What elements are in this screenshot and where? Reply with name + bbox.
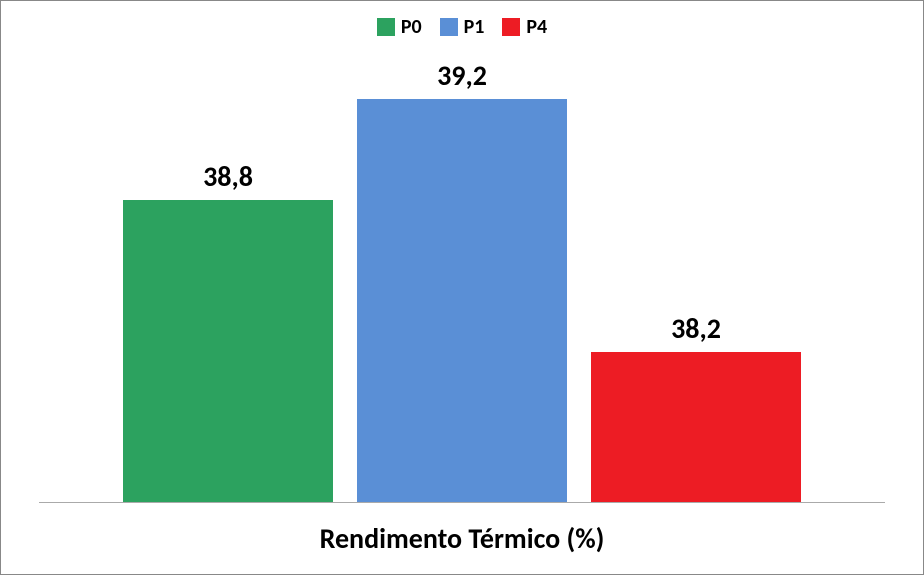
bar-wrap-p1: 39,2	[357, 49, 567, 503]
plot-area: 38,8 39,2 38,2	[39, 49, 885, 503]
bar-value-p0: 38,8	[203, 159, 253, 194]
bar-p4	[591, 352, 801, 503]
legend-label-p0: P0	[401, 15, 422, 39]
bar-wrap-p0: 38,8	[123, 49, 333, 503]
legend-item-p1: P1	[440, 15, 485, 39]
legend-label-p4: P4	[526, 15, 547, 39]
legend-label-p1: P1	[464, 15, 485, 39]
bars-group: 38,8 39,2 38,2	[39, 49, 885, 503]
x-baseline	[39, 502, 885, 503]
bar-value-p1: 39,2	[437, 58, 487, 93]
legend-swatch-p1	[440, 18, 458, 36]
bar-wrap-p4: 38,2	[591, 49, 801, 503]
legend-swatch-p0	[377, 18, 395, 36]
legend: P0 P1 P4	[19, 9, 905, 49]
legend-swatch-p4	[502, 18, 520, 36]
bar-p0	[123, 200, 333, 503]
legend-item-p4: P4	[502, 15, 547, 39]
x-axis-label: Rendimento Térmico (%)	[19, 503, 905, 562]
bar-p1	[357, 99, 567, 503]
chart-container: P0 P1 P4 38,8 39,2 38,2 Rend	[0, 0, 924, 575]
legend-item-p0: P0	[377, 15, 422, 39]
bar-value-p4: 38,2	[671, 311, 721, 346]
